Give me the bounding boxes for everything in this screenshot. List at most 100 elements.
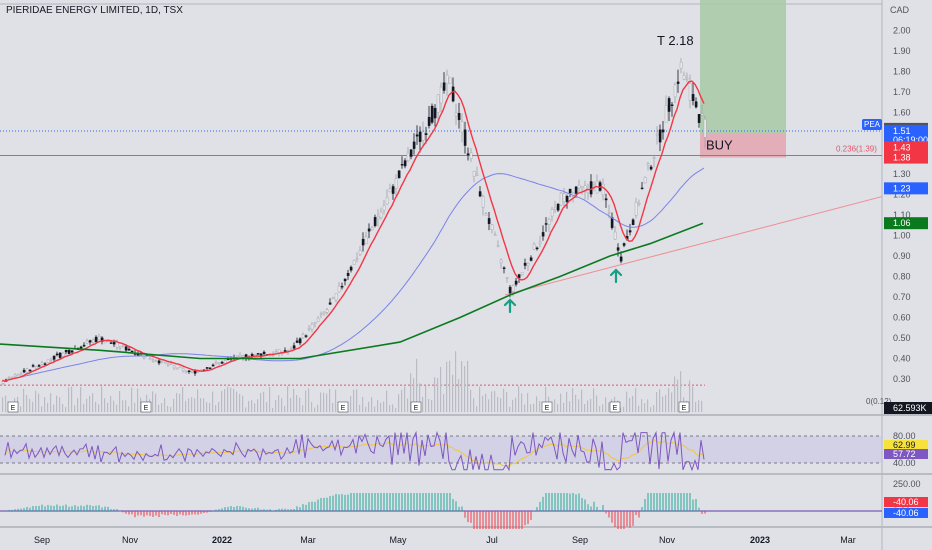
candle (400, 164, 404, 166)
candle (46, 359, 50, 363)
candle (436, 94, 440, 113)
volume-bar (353, 389, 355, 412)
volume-bar (332, 402, 334, 412)
candle (430, 105, 434, 123)
candle (103, 340, 107, 344)
volume-bar (422, 397, 424, 412)
earnings-marker-label: E (545, 405, 550, 412)
candle (79, 346, 83, 349)
volume-bar (131, 387, 133, 412)
volume-bar (287, 386, 289, 412)
target-zone (700, 0, 786, 134)
volume-bar (692, 386, 694, 412)
volume-bar (695, 401, 697, 412)
candle (433, 107, 437, 119)
candle (589, 181, 593, 195)
candle (529, 257, 533, 261)
volume-bar (677, 379, 679, 412)
candle (298, 338, 302, 344)
volume-bar (410, 373, 412, 412)
volume-bar (491, 391, 493, 412)
candle (439, 86, 443, 104)
candle (697, 114, 701, 123)
candle (466, 153, 470, 156)
candle (442, 82, 446, 91)
earnings-marker-icon[interactable] (410, 401, 422, 413)
time-tick-label: Jul (486, 535, 498, 545)
volume-bar (371, 397, 373, 412)
candle (676, 81, 680, 84)
rsi-ma-label-box (884, 449, 928, 459)
volume-bar (350, 396, 352, 412)
candle (307, 328, 311, 330)
volume-bar (452, 374, 454, 412)
rsi-tick-label: 80.00 (893, 431, 916, 441)
volume-bar (680, 371, 682, 412)
volume-bar (665, 394, 667, 412)
volume-bar (326, 393, 328, 412)
volume-bar (473, 398, 475, 412)
candle (142, 356, 146, 359)
volume-bar (266, 402, 268, 412)
candle (448, 77, 452, 84)
candle (325, 309, 329, 313)
volume-bar (446, 361, 448, 412)
volume-bar (44, 397, 46, 412)
candle (511, 285, 515, 292)
volume-bar (647, 399, 649, 412)
candle (337, 285, 341, 293)
volume-bar (311, 402, 313, 412)
volume-bar (572, 388, 574, 412)
candle (34, 365, 38, 369)
volume-bar (74, 405, 76, 412)
candle (274, 351, 278, 354)
candle (136, 354, 140, 356)
price-tick-label: 2.00 (893, 26, 911, 36)
volume-bar (242, 395, 244, 412)
price-tick-label: 1.00 (893, 231, 911, 241)
earnings-marker-label: E (11, 405, 16, 412)
volume-bar (506, 392, 508, 412)
earnings-marker-icon[interactable] (140, 401, 152, 413)
volume-bar (191, 397, 193, 412)
earnings-marker-icon[interactable] (609, 401, 621, 413)
candle (316, 318, 320, 322)
earnings-marker-icon[interactable] (7, 401, 19, 413)
volume-bar (275, 400, 277, 412)
volume-bar (497, 396, 499, 412)
rsi-tick-label: 40.00 (893, 458, 916, 468)
volume-bar (698, 400, 700, 412)
volume-bar (479, 386, 481, 412)
candle (703, 119, 707, 138)
candle (37, 365, 41, 367)
volume-bar (113, 400, 115, 412)
candle (346, 273, 350, 276)
earnings-marker-icon[interactable] (678, 401, 690, 413)
earnings-marker-icon[interactable] (337, 401, 349, 413)
volume-bar (500, 398, 502, 412)
candle (559, 192, 563, 206)
volume-bar (425, 385, 427, 412)
volume-bar (212, 391, 214, 412)
volume-bar (230, 387, 232, 412)
macd-hist-label: -40.06 (893, 497, 919, 507)
candle (364, 236, 368, 245)
candle (478, 191, 482, 197)
volume-bar (101, 386, 103, 412)
volume-bar (251, 400, 253, 412)
candle (376, 216, 380, 220)
volume-bar (272, 407, 274, 412)
candle (310, 323, 314, 330)
candle (661, 129, 665, 133)
earnings-marker-label: E (414, 405, 419, 412)
volume-bar (308, 388, 310, 412)
time-tick-label: Nov (122, 535, 139, 545)
earnings-marker-icon[interactable] (541, 401, 553, 413)
volume-bar (584, 404, 586, 412)
candle (427, 116, 431, 126)
volume-bar (386, 390, 388, 412)
volume-bar (536, 396, 538, 412)
volume-bar (464, 366, 466, 412)
candle (619, 256, 623, 262)
